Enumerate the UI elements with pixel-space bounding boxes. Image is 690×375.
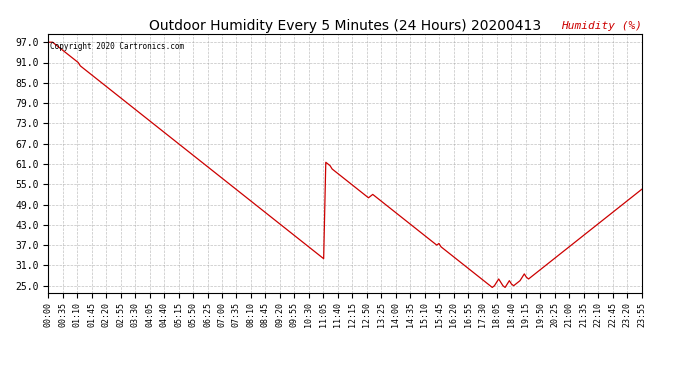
Title: Outdoor Humidity Every 5 Minutes (24 Hours) 20200413: Outdoor Humidity Every 5 Minutes (24 Hou… <box>149 19 541 33</box>
Text: Copyright 2020 Cartronics.com: Copyright 2020 Cartronics.com <box>50 42 184 51</box>
Text: Humidity (%): Humidity (%) <box>561 21 642 31</box>
